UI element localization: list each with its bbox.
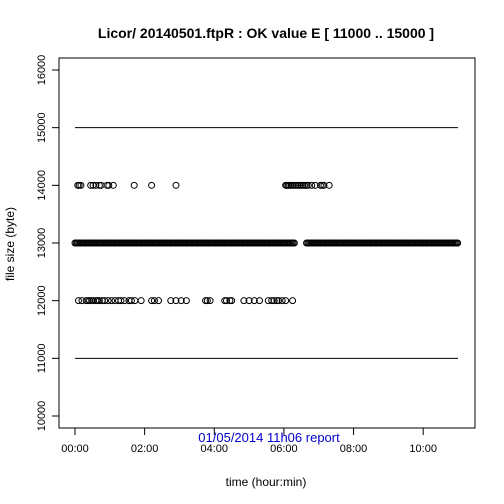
data-point <box>148 181 156 189</box>
reference-lines <box>75 127 458 359</box>
data-point <box>148 297 156 305</box>
x-tick-label: 02:00 <box>131 443 159 455</box>
data-point <box>320 181 328 189</box>
y-tick-label: 10000 <box>36 401 48 432</box>
data-point <box>87 181 95 189</box>
chart-title: Licor/ 20140501.ftpR : OK value E [ 1100… <box>98 25 434 41</box>
data-points <box>71 181 462 305</box>
y-tick-label: 16000 <box>36 55 48 86</box>
data-point <box>228 297 236 305</box>
data-point <box>150 297 158 305</box>
data-point <box>108 297 116 305</box>
y-tick-label: 14000 <box>36 170 48 201</box>
data-point <box>308 181 316 189</box>
y-tick-label: 12000 <box>36 285 48 316</box>
data-point <box>290 239 298 247</box>
data-point <box>275 297 283 305</box>
data-point <box>127 297 135 305</box>
x-axis-label: time (hour:min) <box>226 475 307 489</box>
data-point <box>206 297 214 305</box>
data-point <box>245 297 253 305</box>
data-point <box>304 181 312 189</box>
y-tick-label: 13000 <box>36 228 48 259</box>
data-point <box>120 297 128 305</box>
data-point <box>311 181 319 189</box>
data-point <box>104 297 112 305</box>
y-axis: 10000 11000 12000 13000 14000 15000 16000 <box>36 55 60 432</box>
data-point <box>92 181 100 189</box>
data-point <box>101 297 109 305</box>
data-point <box>182 297 190 305</box>
x-tick-label: 10:00 <box>409 443 437 455</box>
x-tick-label: 00:00 <box>61 443 89 455</box>
data-point <box>250 297 258 305</box>
y-tick-label: 11000 <box>36 343 48 373</box>
data-point <box>95 297 103 305</box>
data-point <box>325 181 333 189</box>
data-point <box>117 297 125 305</box>
data-point <box>177 297 185 305</box>
data-point <box>105 181 113 189</box>
data-point <box>256 297 264 305</box>
data-point <box>172 181 180 189</box>
x-tick-label: 08:00 <box>340 443 368 455</box>
data-point <box>222 297 230 305</box>
x-axis: 00:00 02:00 04:00 06:00 08:00 10:00 <box>61 427 437 455</box>
report-label: 01/05/2014 11h06 report <box>198 430 340 445</box>
data-point <box>278 297 286 305</box>
data-point <box>155 297 163 305</box>
y-tick-label: 15000 <box>36 112 48 143</box>
data-point <box>172 297 180 305</box>
data-point <box>268 297 276 305</box>
data-point <box>240 297 248 305</box>
data-point <box>282 297 290 305</box>
data-point <box>167 297 175 305</box>
data-point <box>130 181 138 189</box>
data-point <box>270 297 278 305</box>
x-tick-label: 04:00 <box>201 443 229 455</box>
data-point <box>74 297 82 305</box>
x-tick-label: 06:00 <box>270 443 298 455</box>
data-point <box>77 181 85 189</box>
y-axis-label: file size (byte) <box>3 207 17 281</box>
data-point <box>109 181 117 189</box>
data-point <box>289 297 297 305</box>
data-point <box>454 239 462 247</box>
data-point <box>203 297 211 305</box>
data-point <box>137 297 145 305</box>
